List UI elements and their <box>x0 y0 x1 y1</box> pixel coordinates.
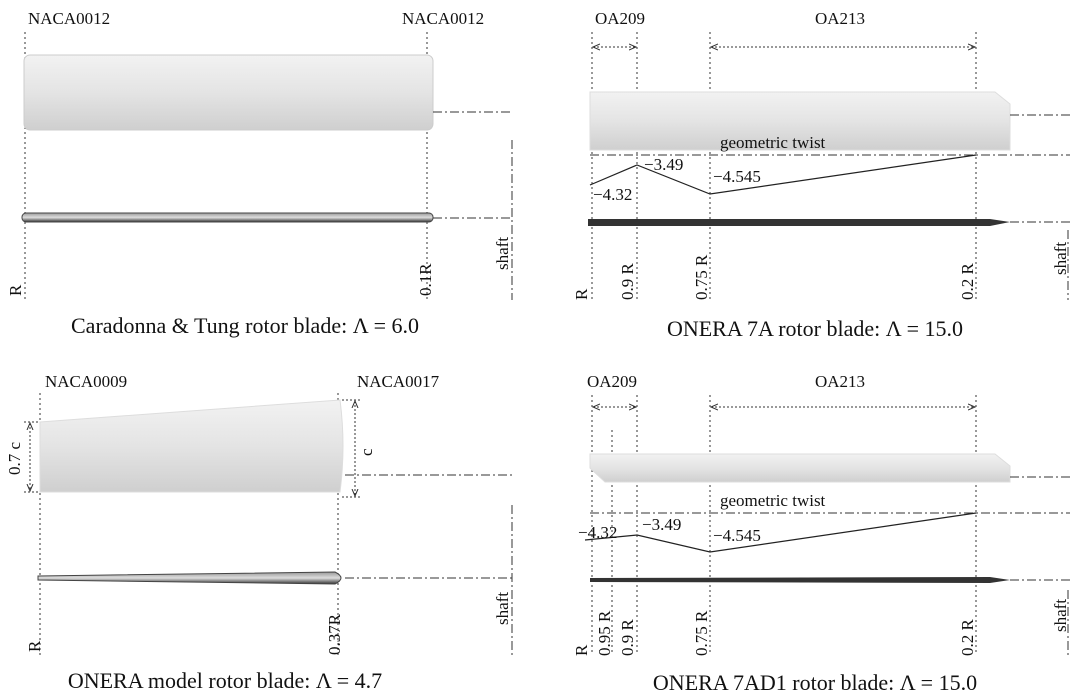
section-label: OA213 <box>815 372 865 391</box>
station-label: 0.2 R <box>958 619 977 657</box>
twist-label: geometric twist <box>720 491 826 510</box>
twist-value: −4.545 <box>713 167 761 186</box>
caption: ONERA model rotor blade: Λ = 4.7 <box>68 668 382 693</box>
caption: ONERA 7AD1 rotor blade: Λ = 15.0 <box>653 670 977 695</box>
station-label: 0.9 R <box>618 619 637 657</box>
blade-side <box>38 572 341 584</box>
twist-value: −3.49 <box>642 515 681 534</box>
panel-onera-model: NACA0009 NACA0017 0.7 c c shaft R 0.37R … <box>5 372 512 693</box>
station-label: R <box>572 644 591 656</box>
blade-side <box>590 577 1010 583</box>
station-label: R <box>6 284 25 296</box>
section-label: NACA0017 <box>357 372 440 391</box>
station-label: 0.75 R <box>692 254 711 300</box>
chord-label: 0.7 c <box>5 442 24 476</box>
blade-side <box>22 213 433 222</box>
twist-value: −4.545 <box>713 526 761 545</box>
station-label: R <box>572 288 591 300</box>
blade-planform <box>40 400 343 492</box>
panel-caradonna: NACA0012 NACA0012 shaft R 0.1R Caradonna… <box>6 9 512 338</box>
twist-value: −4.32 <box>578 523 617 542</box>
station-label: R <box>25 640 44 652</box>
twist-value: −3.49 <box>644 155 683 174</box>
chord-label: c <box>357 448 376 456</box>
caption: ONERA 7A rotor blade: Λ = 15.0 <box>667 316 963 341</box>
section-label: NACA0009 <box>45 372 127 391</box>
blade-side <box>588 219 1010 226</box>
blade-planform <box>24 55 433 130</box>
twist-value: −4.32 <box>593 185 632 204</box>
caption: Caradonna & Tung rotor blade: Λ = 6.0 <box>71 313 419 338</box>
shaft-label: shaft <box>1051 242 1070 275</box>
section-label: OA213 <box>815 9 865 28</box>
panel-7a: OA209 OA213 geometric twist −4.32 −3.49 … <box>572 9 1070 341</box>
station-label: 0.95 R <box>595 610 614 656</box>
blade-planform <box>590 454 1010 482</box>
twist-label: geometric twist <box>720 133 826 152</box>
section-label: NACA0012 <box>402 9 484 28</box>
section-label: OA209 <box>587 372 637 391</box>
figure: NACA0012 NACA0012 shaft R 0.1R Caradonna… <box>0 0 1070 696</box>
shaft-label: shaft <box>1051 599 1070 632</box>
station-label: 0.9 R <box>618 263 637 301</box>
station-label: 0.2 R <box>958 263 977 301</box>
station-label: 0.1R <box>416 263 435 296</box>
section-label: NACA0012 <box>28 9 110 28</box>
shaft-label: shaft <box>493 592 512 625</box>
station-label: 0.75 R <box>692 610 711 656</box>
station-label: 0.37R <box>325 613 344 655</box>
panel-7ad1: OA209 OA213 geometric twist −4.32 −3.49 … <box>572 372 1070 695</box>
shaft-label: shaft <box>493 237 512 270</box>
section-label: OA209 <box>595 9 645 28</box>
